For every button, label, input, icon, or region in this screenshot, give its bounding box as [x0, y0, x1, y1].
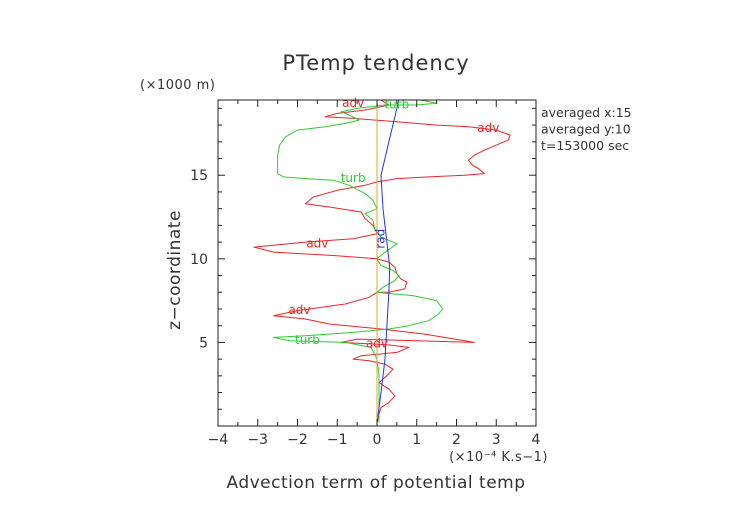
series-annotation-adv: adv	[306, 236, 328, 250]
series-annotation-adv: adv	[342, 96, 364, 110]
info-block: averaged x:15 averaged y:10t=153000 sec	[541, 105, 632, 153]
y-tick-label: 15	[190, 168, 208, 184]
x-tick-label: −2	[287, 432, 308, 448]
x-tick-label: 3	[492, 432, 501, 448]
x-axis-label: Advection term of potential temp	[226, 473, 525, 493]
info-line: averaged y:10	[541, 122, 631, 137]
plot-area: adv adv adv adv adv turb turb turb rad −4 −3 −2 −1 0 1…	[190, 96, 540, 448]
x-tick-label: 2	[452, 432, 461, 448]
series-line-rad	[376, 99, 400, 423]
x-tick-label: 1	[412, 432, 421, 448]
x-tick-label: −4	[208, 432, 229, 448]
x-tick-label: 4	[532, 432, 541, 448]
info-line: averaged x:15	[541, 105, 632, 120]
series-annotation-turb: turb	[295, 333, 320, 347]
x-tick-label: −3	[247, 432, 268, 448]
series-line-adv	[253, 99, 511, 423]
series-annotation-adv: adv	[477, 121, 499, 135]
series-annotation-adv: adv	[366, 337, 388, 351]
x-axis-unit: (×10⁻⁴ K.s−1)	[449, 450, 548, 465]
y-axis-unit: (×1000 m)	[140, 78, 215, 93]
y-axis-label: z−coordinate	[165, 210, 185, 330]
series-annotation-adv: adv	[288, 303, 310, 317]
series-annotation-turb: turb	[341, 171, 366, 185]
x-tick-label: 0	[373, 432, 382, 448]
series-annotation-rad: rad	[373, 229, 387, 249]
y-tick-label: 5	[199, 335, 208, 351]
chart-title: PTemp tendency	[282, 51, 469, 75]
x-tick-label: −1	[327, 432, 348, 448]
info-line: t=153000 sec	[541, 138, 629, 153]
series-annotation-turb: turb	[384, 98, 409, 112]
y-tick-label: 10	[190, 252, 208, 268]
series-line-turb	[273, 99, 444, 423]
